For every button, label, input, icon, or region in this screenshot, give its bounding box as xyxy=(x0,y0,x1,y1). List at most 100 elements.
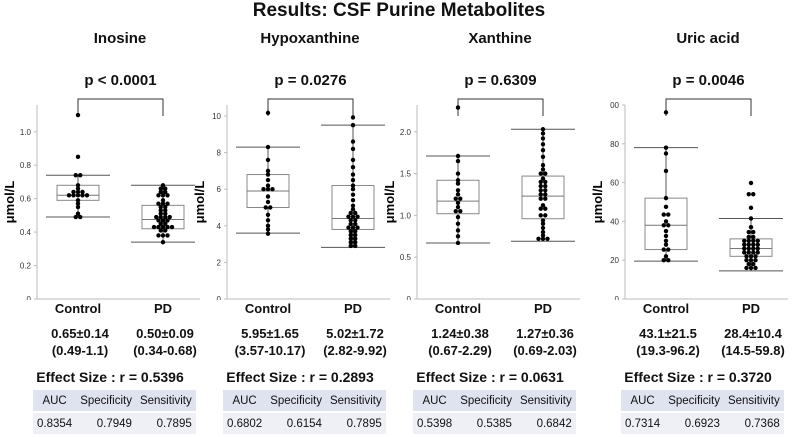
data-point xyxy=(543,179,548,185)
table-header: Specificity xyxy=(664,390,724,413)
effect-size: Effect Size : r = 0.3720 xyxy=(624,369,772,385)
data-point xyxy=(78,214,83,220)
roc-table: AUC Specificity Sensitivity 0.6802 0.6154 0.… xyxy=(223,390,386,436)
stats-control: 1.24±0.38 (0.67-2.29) xyxy=(428,326,492,358)
data-point xyxy=(751,250,756,255)
data-point xyxy=(751,229,756,235)
data-point xyxy=(348,236,353,241)
data-point xyxy=(158,186,163,191)
significance-bracket xyxy=(77,98,164,116)
data-point xyxy=(355,214,360,219)
data-point xyxy=(661,212,666,217)
data-point xyxy=(744,265,749,271)
data-point xyxy=(353,243,358,249)
data-point xyxy=(540,233,546,238)
data-point xyxy=(165,218,170,223)
table-cell: 0.6923 xyxy=(664,412,724,436)
panel-uric-acid: Uric acid p = 0.0046 Control PD 43.1±21.… xyxy=(588,0,793,437)
data-point xyxy=(265,194,271,199)
x-label-control: Control xyxy=(434,301,482,316)
data-point xyxy=(346,214,351,219)
data-point xyxy=(350,172,356,177)
data-point xyxy=(543,213,548,218)
data-point xyxy=(158,204,163,210)
data-point xyxy=(746,261,751,267)
data-point xyxy=(455,200,461,206)
data-point xyxy=(348,218,353,223)
data-point xyxy=(540,127,546,132)
data-point xyxy=(160,193,166,198)
data-point xyxy=(458,196,463,201)
data-point xyxy=(265,168,271,174)
data-point xyxy=(160,183,166,188)
data-point xyxy=(265,223,271,228)
data-point xyxy=(746,234,751,240)
p-value: p < 0.0001 xyxy=(84,72,157,89)
y-tick-label: 6 xyxy=(217,185,222,194)
y-tick-label: 2.0 xyxy=(400,128,412,137)
data-point xyxy=(350,186,356,192)
data-point xyxy=(263,205,268,210)
data-point xyxy=(744,254,749,259)
data-point xyxy=(538,196,543,201)
y-tick-label: 1.0 xyxy=(20,128,32,137)
data-point xyxy=(540,236,546,241)
data-point xyxy=(350,183,356,188)
y-tick-label: 00 xyxy=(610,101,619,110)
data-point xyxy=(265,157,271,163)
data-point xyxy=(158,221,163,226)
y-tick-label: 10 xyxy=(212,112,221,121)
data-point xyxy=(748,180,754,186)
stats-pd: 1.27±0.36 (0.69-2.03) xyxy=(513,326,577,358)
roc-table: AUC Specificity Sensitivity 0.8354 0.7949 0.… xyxy=(33,390,196,436)
data-point xyxy=(78,173,83,178)
data-point xyxy=(163,221,168,226)
data-point xyxy=(75,154,81,160)
figure-title: Results: CSF Purine Metabolites xyxy=(252,0,546,21)
data-point xyxy=(75,112,81,118)
data-point xyxy=(666,247,671,252)
data-point xyxy=(265,227,271,232)
data-point xyxy=(350,146,356,152)
y-tick-label: 0 xyxy=(27,295,32,300)
boxplot: 0 0.5 1.0 1.5 2.0 μmol/L xyxy=(382,98,580,300)
data-point xyxy=(540,142,546,147)
data-point xyxy=(160,224,166,230)
data-point xyxy=(540,225,546,231)
data-point xyxy=(75,186,81,191)
data-point xyxy=(744,258,749,263)
y-tick-label: 40 xyxy=(610,217,619,226)
data-point xyxy=(748,254,754,259)
data-point xyxy=(156,233,161,238)
x-label-pd: PD xyxy=(343,301,363,316)
table-cell: 0.5385 xyxy=(456,412,516,436)
data-point xyxy=(350,122,356,128)
data-point xyxy=(75,204,81,210)
table-header: Specificity xyxy=(266,390,326,413)
data-point xyxy=(265,144,271,150)
data-point xyxy=(753,265,758,271)
data-point xyxy=(350,115,356,120)
data-point xyxy=(348,210,353,216)
data-point xyxy=(156,201,161,206)
data-point xyxy=(661,223,666,228)
panel-title: Xanthine xyxy=(468,30,532,47)
data-point xyxy=(543,188,548,193)
data-point xyxy=(350,214,356,219)
data-point xyxy=(455,178,461,183)
panel-title: Inosine xyxy=(93,30,147,47)
data-point xyxy=(163,228,168,233)
data-point xyxy=(75,201,81,206)
data-point xyxy=(73,173,78,178)
effect-size: Effect Size : r = 0.2893 xyxy=(226,369,374,385)
data-point xyxy=(353,210,358,216)
data-point xyxy=(751,238,756,243)
data-point xyxy=(75,211,81,216)
data-point xyxy=(265,110,271,116)
data-point xyxy=(663,219,669,224)
y-tick-label: 0.4 xyxy=(20,228,32,237)
box xyxy=(729,238,773,257)
data-point xyxy=(538,183,543,189)
boxplot: 0 20 40 60 80 00 μmol/L xyxy=(590,98,788,300)
data-point xyxy=(746,238,751,243)
